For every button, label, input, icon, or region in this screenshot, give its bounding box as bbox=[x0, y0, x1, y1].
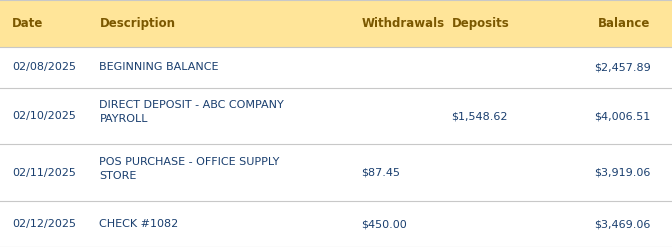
Text: $450.00: $450.00 bbox=[362, 219, 407, 229]
Text: BEGINNING BALANCE: BEGINNING BALANCE bbox=[99, 62, 219, 72]
Text: DIRECT DEPOSIT - ABC COMPANY
PAYROLL: DIRECT DEPOSIT - ABC COMPANY PAYROLL bbox=[99, 100, 284, 124]
Text: $4,006.51: $4,006.51 bbox=[594, 111, 650, 121]
Text: Deposits: Deposits bbox=[452, 17, 509, 30]
Text: $87.45: $87.45 bbox=[362, 168, 401, 178]
Text: $2,457.89: $2,457.89 bbox=[594, 62, 650, 72]
Text: Balance: Balance bbox=[598, 17, 650, 30]
Text: CHECK #1082: CHECK #1082 bbox=[99, 219, 179, 229]
Text: 02/11/2025: 02/11/2025 bbox=[12, 168, 76, 178]
Bar bbox=[0, 201, 672, 247]
Text: $3,469.06: $3,469.06 bbox=[594, 219, 650, 229]
Text: $3,919.06: $3,919.06 bbox=[594, 168, 650, 178]
Text: 02/10/2025: 02/10/2025 bbox=[12, 111, 76, 121]
Bar bbox=[0, 144, 672, 201]
Bar bbox=[0, 47, 672, 88]
Text: 02/08/2025: 02/08/2025 bbox=[12, 62, 76, 72]
Text: Date: Date bbox=[12, 17, 44, 30]
Text: Withdrawals: Withdrawals bbox=[362, 17, 445, 30]
Text: POS PURCHASE - OFFICE SUPPLY
STORE: POS PURCHASE - OFFICE SUPPLY STORE bbox=[99, 157, 280, 181]
Bar bbox=[0, 0, 672, 47]
Text: 02/12/2025: 02/12/2025 bbox=[12, 219, 76, 229]
Text: Description: Description bbox=[99, 17, 175, 30]
Bar bbox=[0, 88, 672, 144]
Text: $1,548.62: $1,548.62 bbox=[452, 111, 508, 121]
